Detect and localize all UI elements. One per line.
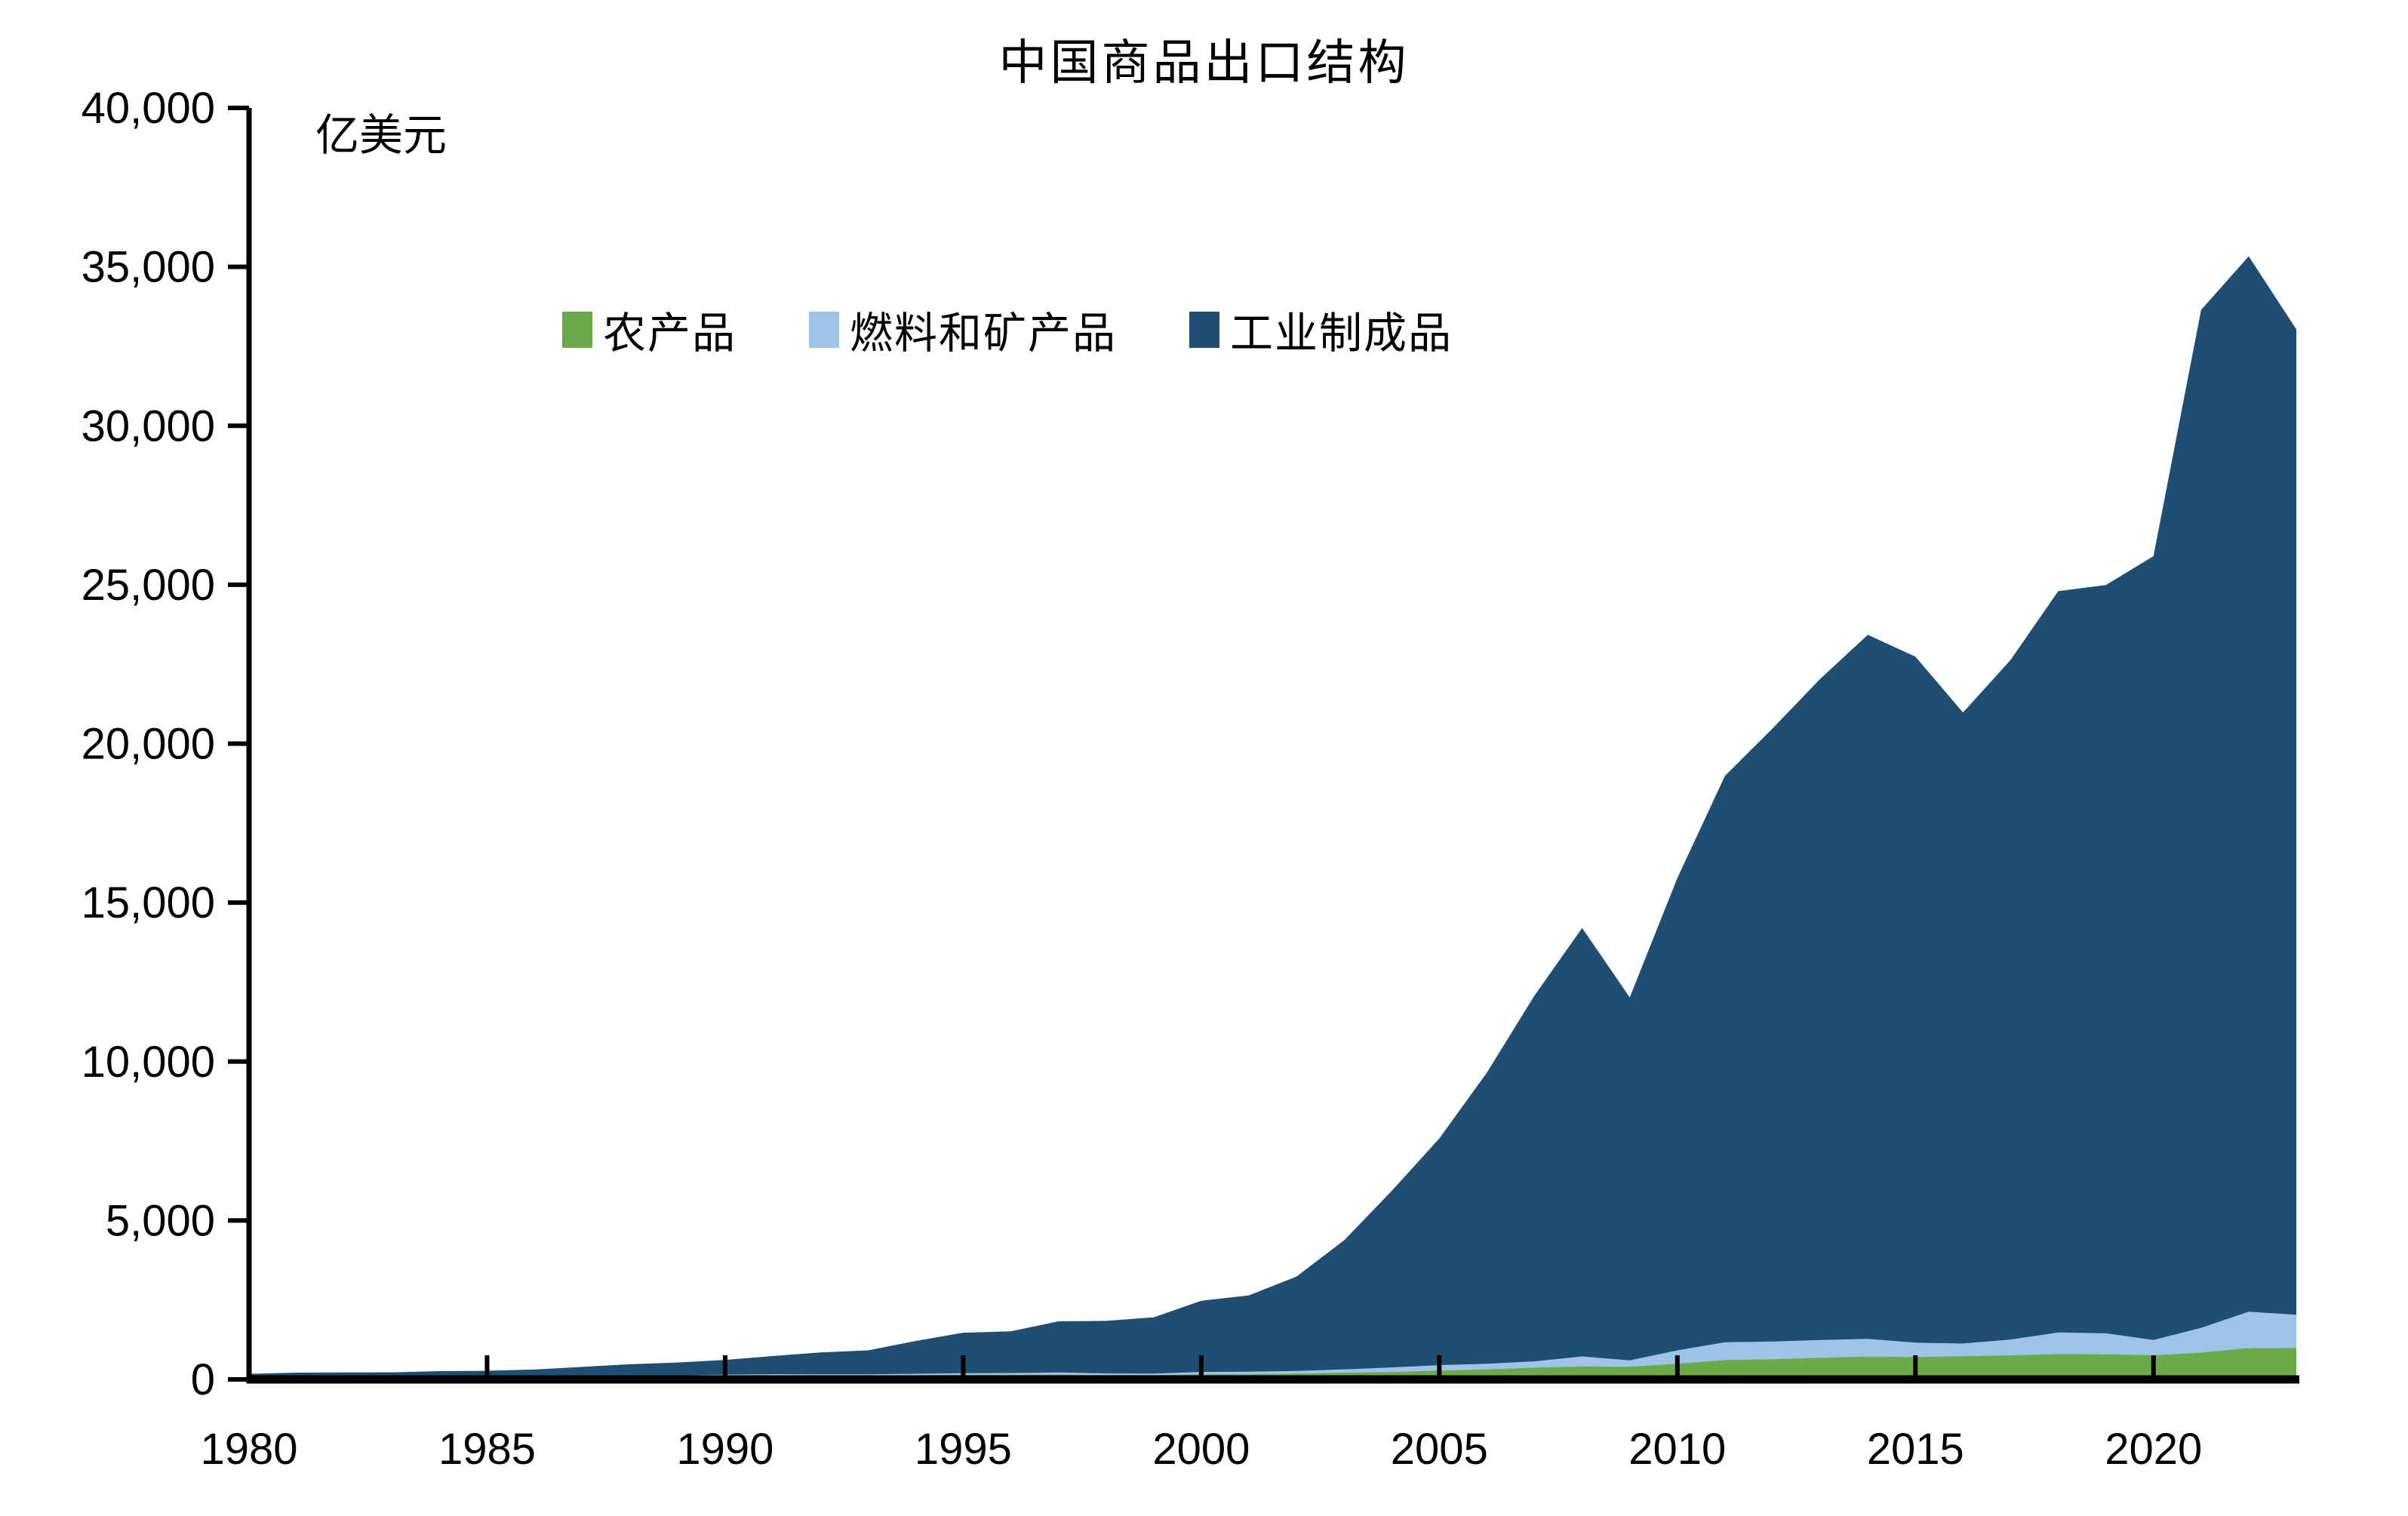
y-tick-label: 35,000 <box>81 243 215 292</box>
y-tick-label: 15,000 <box>81 878 215 927</box>
y-tick-label: 10,000 <box>81 1038 215 1087</box>
y-tick-label: 25,000 <box>81 561 215 610</box>
area-manufactured-goods <box>249 256 2296 1380</box>
y-tick-label: 20,000 <box>81 720 215 769</box>
y-tick-label: 0 <box>191 1355 215 1404</box>
x-tick-label: 1980 <box>200 1425 297 1474</box>
x-tick-label: 2000 <box>1152 1425 1250 1474</box>
legend-label-manufactured-goods: 工业制成品 <box>1230 309 1453 358</box>
x-tick-label: 2020 <box>2105 1425 2202 1474</box>
area-agricultural-products <box>249 1348 2296 1379</box>
legend: 农产品 燃料和矿产品 工业制成品 <box>562 299 1453 361</box>
x-tick-label: 2010 <box>1628 1425 1726 1474</box>
x-tick-label: 2005 <box>1391 1425 1488 1474</box>
legend-label-fuels-and-mining-products: 燃料和矿产品 <box>850 309 1117 358</box>
x-tick-label: 1995 <box>915 1425 1012 1474</box>
legend-item-fuels-and-mining-products: 燃料和矿产品 <box>809 299 1117 361</box>
x-tick-label: 1990 <box>676 1425 773 1474</box>
y-tick-label: 30,000 <box>81 401 215 450</box>
legend-swatch-fuels-and-mining-products <box>809 312 839 348</box>
legend-item-agricultural-products: 农产品 <box>562 299 737 361</box>
x-tick-label: 2015 <box>1867 1425 1964 1474</box>
y-axis-unit-label: 亿美元 <box>315 111 447 160</box>
legend-item-manufactured-goods: 工业制成品 <box>1189 299 1453 361</box>
y-tick-label: 5,000 <box>106 1196 215 1245</box>
chart-title: 中国商品出口结构 <box>998 35 1410 90</box>
x-tick-label: 1985 <box>438 1425 536 1474</box>
legend-swatch-agricultural-products <box>562 312 592 348</box>
y-tick-label: 40,000 <box>81 84 215 133</box>
legend-swatch-manufactured-goods <box>1189 312 1219 348</box>
legend-label-agricultural-products: 农产品 <box>603 309 737 358</box>
